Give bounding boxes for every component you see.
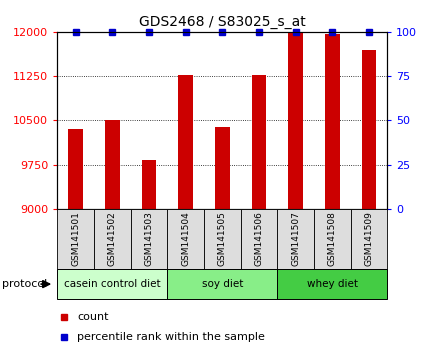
Text: count: count (77, 312, 109, 322)
Bar (57, 209, 94, 269)
Bar (288, 32, 303, 209)
Bar (94, 209, 131, 269)
Text: GSM141509: GSM141509 (364, 211, 374, 267)
Bar (351, 209, 387, 269)
Bar (277, 209, 314, 269)
Bar (167, 269, 277, 299)
Bar (325, 34, 340, 209)
Bar (167, 209, 204, 269)
Bar (178, 75, 193, 209)
Text: soy diet: soy diet (202, 279, 243, 289)
Text: whey diet: whey diet (307, 279, 358, 289)
Text: GSM141503: GSM141503 (144, 211, 154, 267)
Text: percentile rank within the sample: percentile rank within the sample (77, 332, 265, 342)
Text: GSM141506: GSM141506 (254, 211, 264, 267)
Title: GDS2468 / S83025_s_at: GDS2468 / S83025_s_at (139, 16, 305, 29)
Text: GSM141502: GSM141502 (108, 212, 117, 266)
Text: GSM141501: GSM141501 (71, 211, 80, 267)
Text: GSM141504: GSM141504 (181, 212, 190, 266)
Text: GSM141508: GSM141508 (328, 211, 337, 267)
Text: protocol: protocol (2, 279, 48, 289)
Bar (252, 75, 266, 209)
Bar (57, 269, 167, 299)
Bar (314, 209, 351, 269)
Bar (105, 120, 120, 209)
Bar (68, 129, 83, 209)
Bar (241, 209, 277, 269)
Bar (215, 127, 230, 209)
Text: GSM141507: GSM141507 (291, 211, 300, 267)
Text: GSM141505: GSM141505 (218, 211, 227, 267)
Bar (204, 209, 241, 269)
Text: casein control diet: casein control diet (64, 279, 161, 289)
Bar (277, 269, 387, 299)
Bar (142, 160, 156, 209)
Bar (131, 209, 167, 269)
Bar (362, 50, 376, 209)
